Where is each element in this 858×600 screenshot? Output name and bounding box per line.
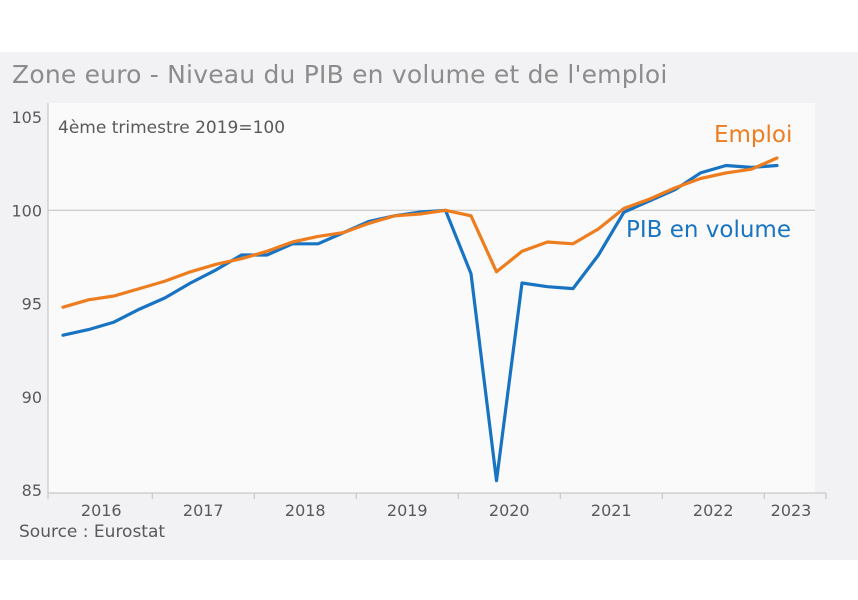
series-line-emploi — [61, 156, 779, 309]
y-tick-label: 95 — [22, 295, 42, 314]
x-tick-label: 2022 — [693, 501, 734, 520]
x-tick-label: 2018 — [285, 501, 326, 520]
y-tick-label: 85 — [22, 481, 42, 500]
x-tick-label: 2021 — [591, 501, 632, 520]
series-line-pib — [61, 163, 779, 483]
chart-title: Zone euro - Niveau du PIB en volume et d… — [12, 60, 668, 89]
y-tick-label: 90 — [22, 388, 42, 407]
x-tick-label: 2019 — [387, 501, 428, 520]
y-tick-label: 100 — [11, 201, 42, 220]
y-tick-label: 105 — [11, 108, 42, 127]
chart-subtitle: 4ème trimestre 2019=100 — [58, 118, 286, 138]
x-tick-label: 2016 — [81, 501, 122, 520]
x-tick-label: 2020 — [489, 501, 530, 520]
x-tick-label: 2017 — [183, 501, 224, 520]
series-label-emploi: Emploi — [714, 122, 793, 148]
series-label-pib: PIB en volume — [626, 217, 791, 243]
x-tick-label: 2023 — [771, 501, 812, 520]
plot-area — [48, 103, 815, 493]
chart-source: Source : Eurostat — [19, 522, 166, 542]
